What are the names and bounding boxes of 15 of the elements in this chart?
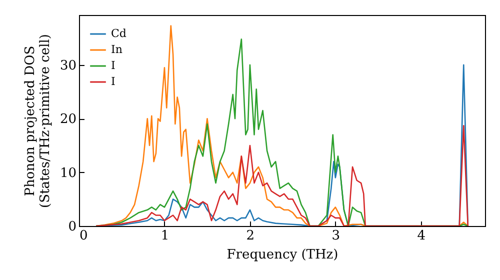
x-tick-label: 1 xyxy=(160,228,170,244)
x-tick-label: 0 xyxy=(80,228,88,244)
legend-label: I xyxy=(111,75,116,88)
x-tick-label: 4 xyxy=(417,228,426,244)
legend-label: Cd xyxy=(111,27,126,40)
line-series xyxy=(95,124,469,226)
legend-label: I xyxy=(111,59,116,72)
y-axis-title: Phonon projected DOS (States/THz·primitive cell) xyxy=(22,34,53,208)
legend-label: In xyxy=(111,43,122,56)
x-axis-title: Frequency (THz) xyxy=(226,248,338,262)
x-tick-label: 2 xyxy=(246,228,255,244)
y-tick-label: 10 xyxy=(60,166,76,181)
x-tick-label: 3 xyxy=(332,228,340,244)
y-tick-label: 20 xyxy=(60,112,76,128)
y-tick-label: 30 xyxy=(60,58,76,74)
